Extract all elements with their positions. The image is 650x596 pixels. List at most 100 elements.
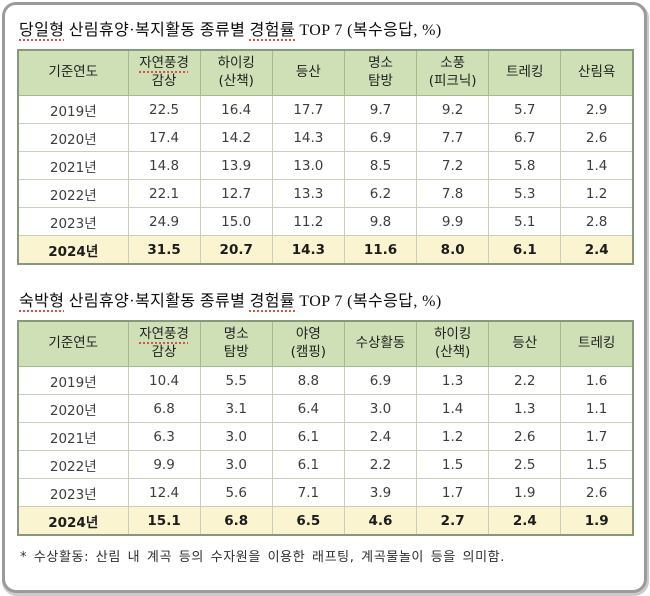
column-header-label: (피크닉) — [428, 73, 477, 89]
column-header: 자연풍경 감상 — [127, 49, 201, 96]
title-segment: TOP 7 (복수응답, %) — [295, 293, 442, 310]
value-cell: 1.5 — [560, 450, 634, 479]
value-cell: 12.7 — [199, 179, 273, 208]
value-cell: 6.2 — [343, 179, 418, 208]
day-trip-table-title: 당일형 산림휴양·복지활동 종류별 경험률 TOP 7 (복수응답, %) — [19, 16, 634, 40]
title-segment: 숙박형 — [19, 293, 65, 310]
value-cell: 8.5 — [343, 151, 418, 180]
column-header: 트레킹 — [560, 320, 634, 367]
value-cell: 9.9 — [127, 450, 201, 479]
value-cell: 15.0 — [199, 207, 273, 236]
value-cell: 2.2 — [343, 450, 418, 479]
value-cell: 5.5 — [199, 366, 273, 395]
column-header-label: 산림욕 — [578, 64, 616, 81]
column-header: 산림욕 — [560, 49, 634, 96]
value-cell: 13.9 — [199, 151, 273, 180]
value-cell: 1.5 — [416, 450, 490, 479]
value-cell: 1.4 — [416, 394, 490, 423]
column-header-label: 등산 — [512, 335, 538, 352]
table-row: 2024년 15.1 6.8 6.5 4.6 2.7 2.4 1.9 — [17, 506, 634, 536]
value-cell: 14.3 — [271, 235, 345, 265]
value-cell: 6.7 — [488, 123, 562, 152]
value-cell: 10.4 — [127, 366, 201, 395]
value-cell: 15.1 — [127, 506, 201, 536]
value-cell: 9.7 — [343, 95, 418, 124]
column-header: 자연풍경 감상 — [127, 320, 201, 367]
year-cell: 2021년 — [17, 151, 129, 180]
value-cell: 1.9 — [488, 478, 562, 507]
value-cell: 8.0 — [416, 235, 490, 265]
value-cell: 11.2 — [271, 207, 345, 236]
column-header-label: (산책) — [218, 73, 254, 89]
column-header: 기준연도 — [17, 49, 129, 96]
value-cell: 2.2 — [488, 366, 562, 395]
table-row: 2019년 10.4 5.5 8.8 6.9 1.3 2.2 1.6 — [17, 366, 634, 395]
year-cell: 2023년 — [17, 207, 129, 236]
value-cell: 9.2 — [416, 95, 490, 124]
value-cell: 2.8 — [560, 207, 634, 236]
value-cell: 5.3 — [488, 179, 562, 208]
value-cell: 3.0 — [343, 394, 418, 423]
title-segment: 당일형 — [19, 22, 65, 39]
footnote: * 수상활동: 산림 내 계곡 등의 수자원을 이용한 래프팅, 계곡물놀이 등… — [20, 550, 505, 565]
value-cell: 7.8 — [416, 179, 490, 208]
value-cell: 31.5 — [127, 235, 201, 265]
overnight-table: 기준연도 자연풍경 감상 명소 탐방 야영 (캠핑) 수상활동 하이킹 (산책) 등산 트레킹 2019… — [17, 320, 634, 536]
value-cell: 3.9 — [343, 478, 418, 507]
value-cell: 2.6 — [488, 422, 562, 451]
table-row: 2023년 12.4 5.6 7.1 3.9 1.7 1.9 2.6 — [17, 478, 634, 507]
value-cell: 1.3 — [416, 366, 490, 395]
header-row: 기준연도 자연풍경 감상 명소 탐방 야영 (캠핑) 수상활동 하이킹 (산책) 등산 트레킹 — [17, 320, 634, 367]
column-header-label: (캠핑) — [290, 344, 327, 360]
overnight-table-title: 숙박형 산림휴양·복지활동 종류별 경험률 TOP 7 (복수응답, %) — [19, 287, 634, 311]
value-cell: 1.6 — [560, 366, 634, 395]
table-row: 2022년 22.1 12.7 13.3 6.2 7.8 5.3 1.2 — [17, 179, 634, 208]
value-cell: 6.8 — [199, 506, 273, 536]
column-header: 기준연도 — [17, 320, 129, 367]
column-header: 야영 (캠핑) — [271, 320, 345, 367]
column-header-label: 명소 — [223, 326, 249, 343]
value-cell: 14.3 — [271, 123, 345, 152]
value-cell: 1.9 — [560, 506, 634, 536]
value-cell: 17.7 — [271, 95, 345, 124]
value-cell: 20.7 — [199, 235, 273, 265]
year-cell: 2023년 — [17, 478, 129, 507]
value-cell: 5.1 — [488, 207, 562, 236]
column-header: 수상활동 — [343, 320, 418, 367]
column-header: 하이킹 (산책) — [416, 320, 490, 367]
value-cell: 1.3 — [488, 394, 562, 423]
value-cell: 13.0 — [271, 151, 345, 180]
value-cell: 7.1 — [271, 478, 345, 507]
table-row: 2021년 6.3 3.0 6.1 2.4 1.2 2.6 1.7 — [17, 422, 634, 451]
value-cell: 3.0 — [199, 450, 273, 479]
column-header-label: (산책) — [434, 344, 471, 360]
table-row: 2020년 6.8 3.1 6.4 3.0 1.4 1.3 1.1 — [17, 394, 634, 423]
value-cell: 2.6 — [560, 478, 634, 507]
table-row: 2019년 22.5 16.4 17.7 9.7 9.2 5.7 2.9 — [17, 95, 634, 124]
title-segment: TOP 7 (복수응답, %) — [295, 22, 442, 39]
value-cell: 22.1 — [127, 179, 201, 208]
table-row: 2023년 24.9 15.0 11.2 9.8 9.9 5.1 2.8 — [17, 207, 634, 236]
column-header-label: 수상활동 — [355, 335, 406, 352]
value-cell: 1.4 — [560, 151, 634, 180]
value-cell: 14.2 — [199, 123, 273, 152]
value-cell: 6.5 — [271, 506, 345, 536]
value-cell: 2.5 — [488, 450, 562, 479]
column-header-label: 감상 — [151, 344, 177, 360]
column-header-label: 등산 — [295, 64, 321, 81]
title-segment: 경험률 — [249, 22, 295, 39]
column-header-label: 트레킹 — [506, 64, 544, 81]
column-header: 명소 탐방 — [343, 49, 418, 96]
column-header-label: 탐방 — [368, 73, 393, 89]
column-header-label: 야영 — [295, 326, 321, 343]
value-cell: 1.1 — [560, 394, 634, 423]
value-cell: 2.6 — [560, 123, 634, 152]
year-cell: 2019년 — [17, 95, 129, 124]
year-cell: 2020년 — [17, 394, 129, 423]
column-header-label: 기준연도 — [48, 64, 99, 81]
value-cell: 2.4 — [343, 422, 418, 451]
value-cell: 6.3 — [127, 422, 201, 451]
value-cell: 3.1 — [199, 394, 273, 423]
value-cell: 6.1 — [488, 235, 562, 265]
